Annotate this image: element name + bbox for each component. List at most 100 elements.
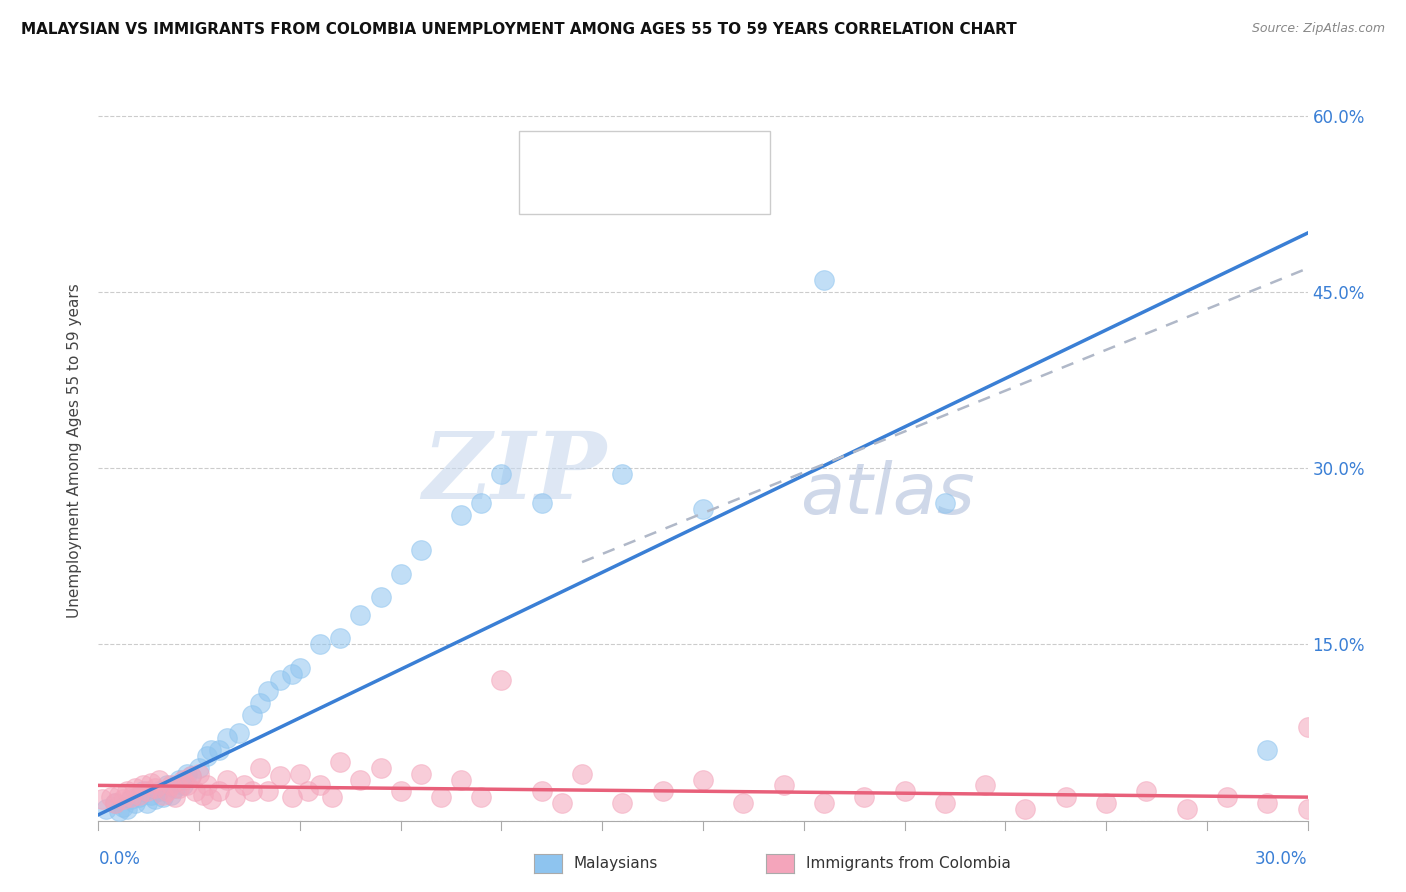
Point	[934, 796, 956, 810]
Text: Immigrants from Colombia: Immigrants from Colombia	[806, 856, 1011, 871]
Point	[180, 769, 202, 783]
Point	[188, 766, 211, 780]
Point	[450, 772, 472, 787]
Text: 0.0%: 0.0%	[98, 850, 141, 868]
Point	[530, 496, 553, 510]
Point	[188, 761, 211, 775]
Point	[167, 780, 190, 795]
Point	[692, 502, 714, 516]
Point	[224, 790, 246, 805]
Point	[571, 766, 593, 780]
Point	[111, 792, 134, 806]
Point	[167, 772, 190, 787]
Point	[974, 778, 997, 792]
Point	[152, 788, 174, 802]
Point	[249, 761, 271, 775]
Point	[103, 796, 125, 810]
Point	[172, 772, 194, 787]
Point	[256, 684, 278, 698]
Point	[163, 790, 186, 805]
Text: 30.0%: 30.0%	[1256, 850, 1308, 868]
Point	[160, 788, 183, 802]
Point	[96, 802, 118, 816]
Point	[120, 790, 142, 805]
Point	[240, 784, 263, 798]
Point	[115, 784, 138, 798]
Text: atlas: atlas	[800, 460, 974, 529]
Point	[551, 796, 574, 810]
Point	[349, 772, 371, 787]
Point	[309, 778, 332, 792]
Point	[139, 776, 162, 790]
Point	[249, 696, 271, 710]
Point	[163, 780, 186, 795]
Point	[1296, 802, 1319, 816]
Point	[152, 790, 174, 805]
Point	[651, 784, 673, 798]
Point	[120, 792, 142, 806]
Point	[208, 743, 231, 757]
Point	[156, 778, 179, 792]
Point	[148, 772, 170, 787]
Point	[208, 784, 231, 798]
Point	[135, 796, 157, 810]
Point	[329, 632, 352, 646]
Point	[1014, 802, 1036, 816]
Point	[853, 790, 876, 805]
Point	[156, 784, 179, 798]
Point	[1256, 743, 1278, 757]
Point	[288, 661, 311, 675]
Point	[430, 790, 453, 805]
Point	[200, 792, 222, 806]
Point	[148, 784, 170, 798]
Point	[256, 784, 278, 798]
Point	[143, 792, 166, 806]
Point	[111, 799, 134, 814]
Point	[934, 496, 956, 510]
Point	[195, 749, 218, 764]
Point	[370, 591, 392, 605]
Point	[1054, 790, 1077, 805]
Text: MALAYSIAN VS IMMIGRANTS FROM COLOMBIA UNEMPLOYMENT AMONG AGES 55 TO 59 YEARS COR: MALAYSIAN VS IMMIGRANTS FROM COLOMBIA UN…	[21, 22, 1017, 37]
Point	[217, 731, 239, 746]
Point	[281, 790, 304, 805]
Point	[124, 780, 146, 795]
Point	[176, 778, 198, 792]
Point	[115, 802, 138, 816]
Point	[124, 796, 146, 810]
Point	[180, 769, 202, 783]
Point	[100, 790, 122, 805]
Point	[143, 780, 166, 795]
Point	[389, 566, 412, 581]
Point	[1216, 790, 1239, 805]
Point	[813, 796, 835, 810]
Point	[612, 796, 634, 810]
Point	[240, 707, 263, 722]
Point	[269, 769, 291, 783]
Point	[107, 804, 129, 818]
Point	[91, 792, 114, 806]
Point	[195, 778, 218, 792]
Point	[1296, 720, 1319, 734]
Text: Source: ZipAtlas.com: Source: ZipAtlas.com	[1251, 22, 1385, 36]
Point	[329, 755, 352, 769]
Point	[128, 788, 150, 802]
Point	[135, 784, 157, 798]
Point	[232, 778, 254, 792]
Point	[733, 796, 755, 810]
Point	[228, 725, 250, 739]
Point	[409, 543, 432, 558]
Point	[1095, 796, 1118, 810]
Point	[297, 784, 319, 798]
Point	[269, 673, 291, 687]
Point	[309, 637, 332, 651]
Point	[450, 508, 472, 522]
Point	[470, 496, 492, 510]
Point	[132, 778, 155, 792]
Point	[281, 666, 304, 681]
Point	[139, 788, 162, 802]
Point	[491, 467, 513, 481]
Point	[389, 784, 412, 798]
Text: R = -0.099   N = 71: R = -0.099 N = 71	[581, 185, 738, 200]
Text: ZIP: ZIP	[422, 427, 606, 517]
